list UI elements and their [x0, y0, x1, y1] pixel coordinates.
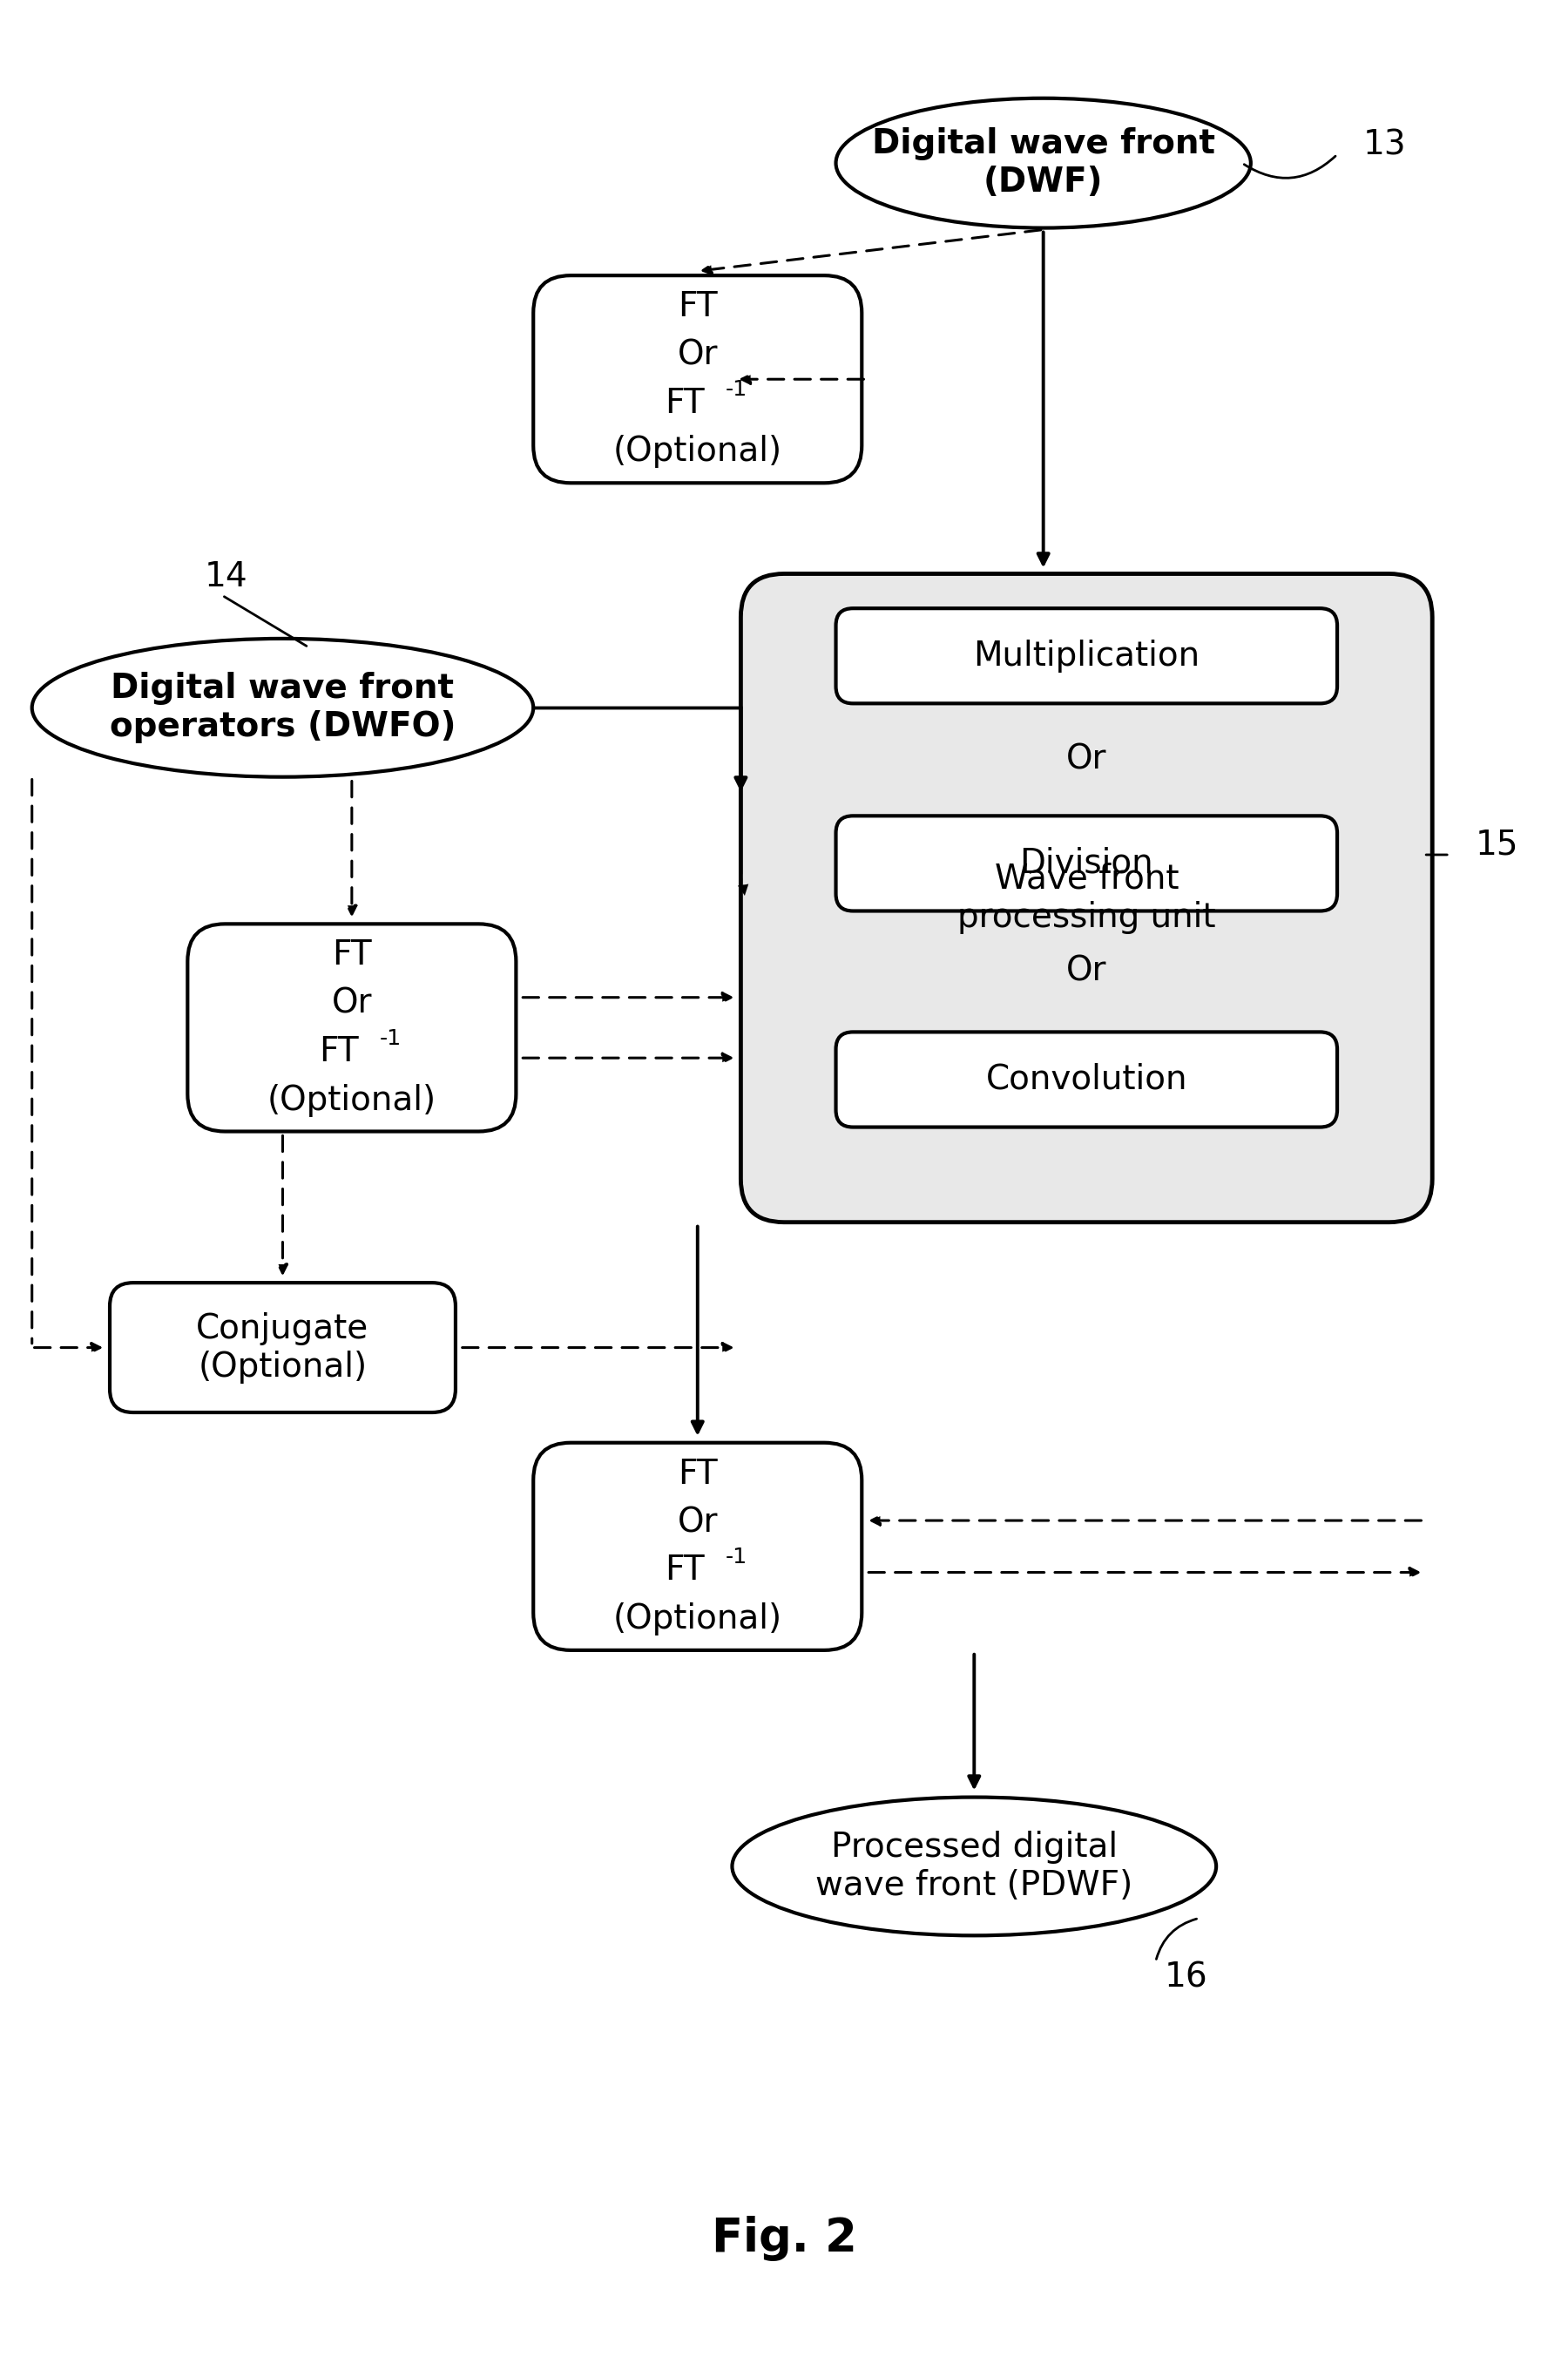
- Text: Fig. 2: Fig. 2: [712, 2215, 856, 2261]
- Ellipse shape: [31, 639, 533, 777]
- FancyBboxPatch shape: [533, 276, 862, 483]
- Text: 14: 14: [205, 561, 248, 594]
- Text: FT: FT: [665, 1555, 704, 1588]
- Text: FT: FT: [332, 939, 372, 972]
- Text: 16: 16: [1165, 1961, 1207, 1994]
- Text: FT: FT: [677, 1457, 718, 1490]
- Ellipse shape: [836, 97, 1251, 228]
- Text: Digital wave front
operators (DWFO): Digital wave front operators (DWFO): [110, 673, 456, 744]
- Text: Or: Or: [1066, 744, 1107, 777]
- FancyBboxPatch shape: [836, 609, 1338, 704]
- Text: Or: Or: [677, 1505, 718, 1538]
- Text: Processed digital
wave front (PDWF): Processed digital wave front (PDWF): [815, 1830, 1132, 1902]
- Text: FT: FT: [318, 1036, 359, 1067]
- Ellipse shape: [732, 1797, 1217, 1935]
- Text: Multiplication: Multiplication: [974, 639, 1200, 673]
- Text: Convolution: Convolution: [986, 1063, 1187, 1096]
- Text: FT: FT: [665, 387, 704, 421]
- Text: -1: -1: [379, 1027, 401, 1048]
- Text: Or: Or: [677, 338, 718, 371]
- Text: (Optional): (Optional): [613, 1602, 782, 1635]
- Text: (Optional): (Optional): [613, 435, 782, 468]
- Text: Division: Division: [1019, 846, 1154, 879]
- Text: Digital wave front
(DWF): Digital wave front (DWF): [872, 128, 1215, 200]
- Text: FT: FT: [677, 290, 718, 323]
- FancyBboxPatch shape: [533, 1443, 862, 1650]
- Text: -1: -1: [726, 1547, 748, 1566]
- Text: Or: Or: [1066, 956, 1107, 989]
- FancyBboxPatch shape: [188, 925, 516, 1131]
- Text: Conjugate
(Optional): Conjugate (Optional): [196, 1312, 368, 1383]
- FancyBboxPatch shape: [740, 573, 1432, 1222]
- Text: -1: -1: [726, 380, 748, 399]
- FancyBboxPatch shape: [836, 1032, 1338, 1127]
- FancyBboxPatch shape: [836, 815, 1338, 910]
- Text: (Optional): (Optional): [267, 1084, 436, 1117]
- Text: Or: Or: [331, 986, 372, 1020]
- FancyBboxPatch shape: [110, 1284, 456, 1412]
- Text: 13: 13: [1363, 128, 1406, 162]
- Text: Wave front
processing unit: Wave front processing unit: [958, 863, 1215, 934]
- Text: 15: 15: [1475, 830, 1519, 863]
